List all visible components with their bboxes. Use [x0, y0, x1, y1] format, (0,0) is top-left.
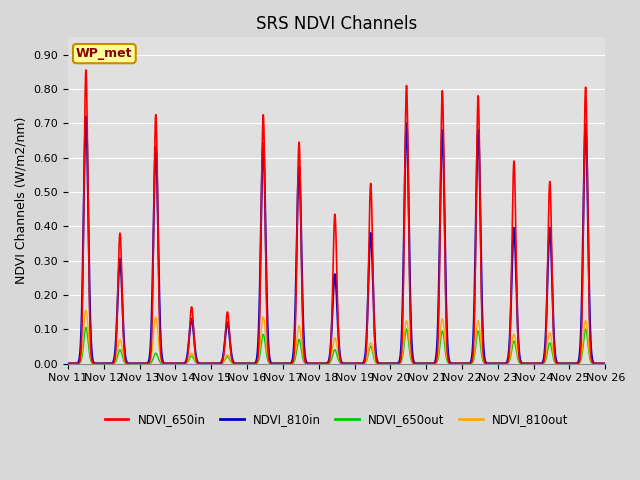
Text: WP_met: WP_met — [76, 47, 132, 60]
Title: SRS NDVI Channels: SRS NDVI Channels — [256, 15, 417, 33]
Y-axis label: NDVI Channels (W/m2/nm): NDVI Channels (W/m2/nm) — [15, 117, 28, 284]
Legend: NDVI_650in, NDVI_810in, NDVI_650out, NDVI_810out: NDVI_650in, NDVI_810in, NDVI_650out, NDV… — [100, 408, 573, 431]
